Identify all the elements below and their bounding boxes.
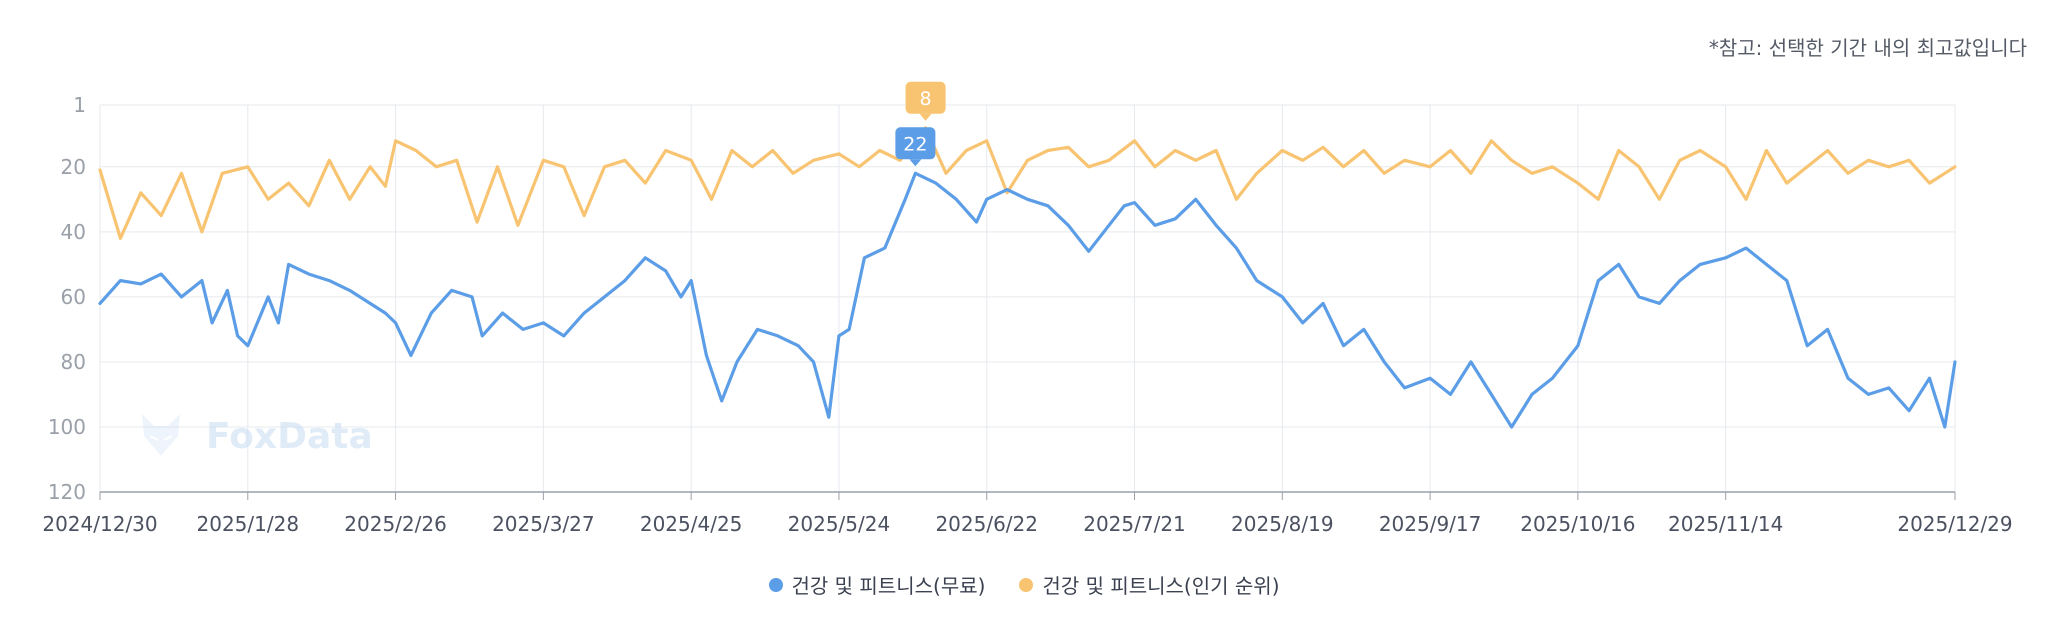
foxdata-watermark: FoxData (142, 414, 373, 457)
callout-pointer (909, 159, 922, 167)
fox-logo-icon (142, 414, 180, 456)
callout-box (905, 81, 946, 114)
y-tick-label: 100 (48, 415, 86, 439)
legend-label: 건강 및 피트니스(무료) (791, 574, 986, 598)
x-tick-label: 2025/11/14 (1668, 512, 1783, 536)
callout-box (895, 127, 936, 160)
x-tick-label: 2024/12/30 (42, 512, 157, 536)
callout-pointer (919, 113, 932, 121)
x-tick-label: 2025/8/19 (1231, 512, 1334, 536)
value-callout: 8 (905, 81, 946, 121)
watermark-text: FoxData (206, 416, 373, 457)
x-tick-label: 2025/1/28 (197, 512, 300, 536)
x-tick-label: 2025/9/17 (1379, 512, 1482, 536)
legend-dot-icon (1019, 577, 1034, 592)
series-line (98, 171, 1957, 429)
value-callout: 22 (895, 127, 936, 167)
x-tick-label: 2025/10/16 (1520, 512, 1635, 536)
x-tick-label: 2025/4/25 (640, 512, 743, 536)
series-line (98, 126, 1957, 240)
y-tick-label: 40 (61, 220, 86, 244)
y-tick-label: 1 (73, 93, 86, 117)
callout-label: 8 (920, 88, 932, 110)
legend-item[interactable]: 건강 및 피트니스(인기 순위) (1019, 570, 1280, 599)
y-tick-label: 80 (61, 350, 86, 374)
y-tick-label: 120 (48, 480, 86, 504)
series-lines (98, 126, 1957, 429)
legend-item[interactable]: 건강 및 피트니스(무료) (768, 570, 986, 599)
callout-label: 22 (903, 133, 927, 155)
y-tick-label: 20 (61, 155, 86, 179)
x-tick-label: 2025/5/24 (788, 512, 891, 536)
y-tick-label: 60 (61, 285, 86, 309)
legend-label: 건강 및 피트니스(인기 순위) (1042, 574, 1280, 598)
x-tick-label: 2025/6/22 (935, 512, 1038, 536)
legend-dot-icon (768, 577, 783, 592)
x-tick-label: 2025/3/27 (492, 512, 595, 536)
peak-note: *참고: 선택한 기간 내의 최고값입니다 (1708, 36, 2027, 60)
value-callouts: 22 8 (895, 81, 946, 167)
x-tick-label: 2025/12/29 (1897, 512, 2012, 536)
chart-legend: 건강 및 피트니스(무료) 건강 및 피트니스(인기 순위) (0, 570, 2048, 599)
x-tick-label: 2025/7/21 (1083, 512, 1186, 536)
x-tick-label: 2025/2/26 (344, 512, 447, 536)
